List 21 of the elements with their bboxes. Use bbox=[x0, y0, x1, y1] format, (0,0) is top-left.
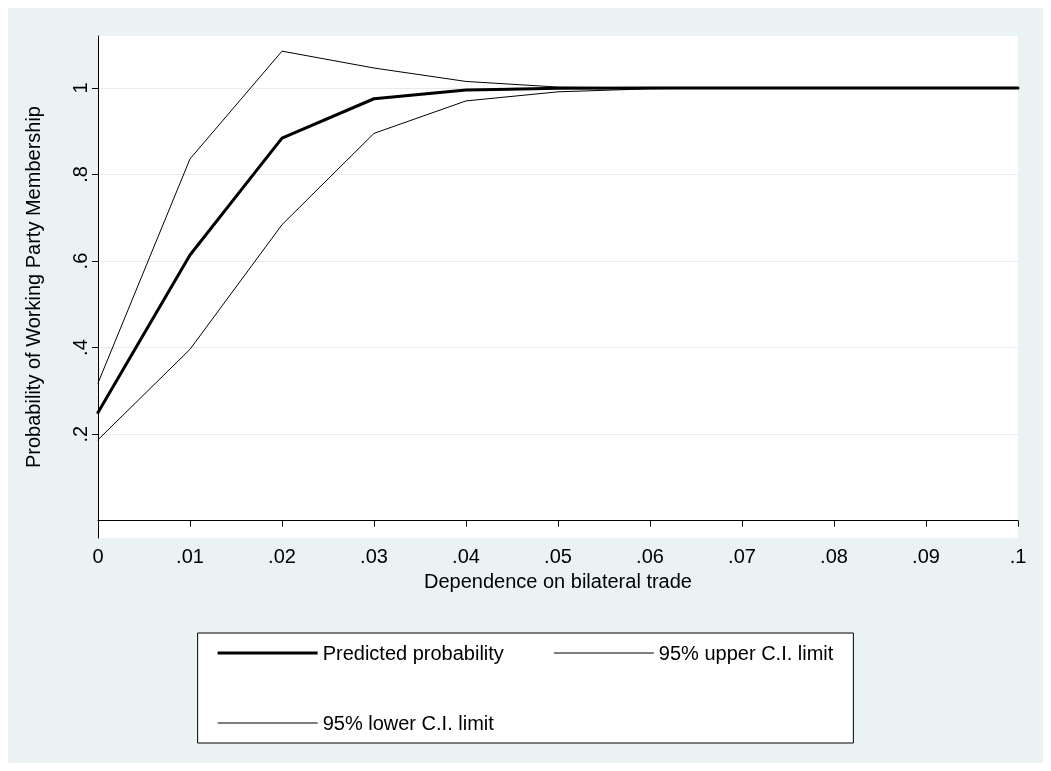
y-tick-label: .2 bbox=[69, 425, 91, 443]
x-tick-label: .07 bbox=[728, 545, 756, 567]
x-tick-label: .03 bbox=[360, 545, 388, 567]
x-axis-title: Dependence on bilateral trade bbox=[424, 569, 692, 592]
x-tick-label: .01 bbox=[176, 545, 204, 567]
x-tick-label: .09 bbox=[912, 545, 940, 567]
x-tick-label: 0 bbox=[92, 545, 104, 567]
x-tick-label: .04 bbox=[452, 545, 480, 567]
y-tick-label: .8 bbox=[69, 166, 91, 183]
legend-label: 95% lower C.I. limit bbox=[322, 712, 495, 734]
y-tick-label: .6 bbox=[69, 252, 91, 270]
x-tick-label: .1 bbox=[1009, 545, 1027, 567]
x-tick-label: .08 bbox=[820, 545, 848, 567]
x-tick-label: .06 bbox=[636, 545, 664, 567]
x-tick-label: .05 bbox=[544, 545, 572, 567]
legend-label: Predicted probability bbox=[322, 642, 504, 664]
y-tick-label: .4 bbox=[69, 339, 91, 356]
y-axis-title: Probability of Working Party Membership bbox=[22, 106, 44, 468]
y-tick-label: 1 bbox=[69, 82, 91, 94]
legend-label: 95% upper C.I. limit bbox=[658, 642, 834, 664]
x-tick-label: .02 bbox=[268, 545, 296, 567]
